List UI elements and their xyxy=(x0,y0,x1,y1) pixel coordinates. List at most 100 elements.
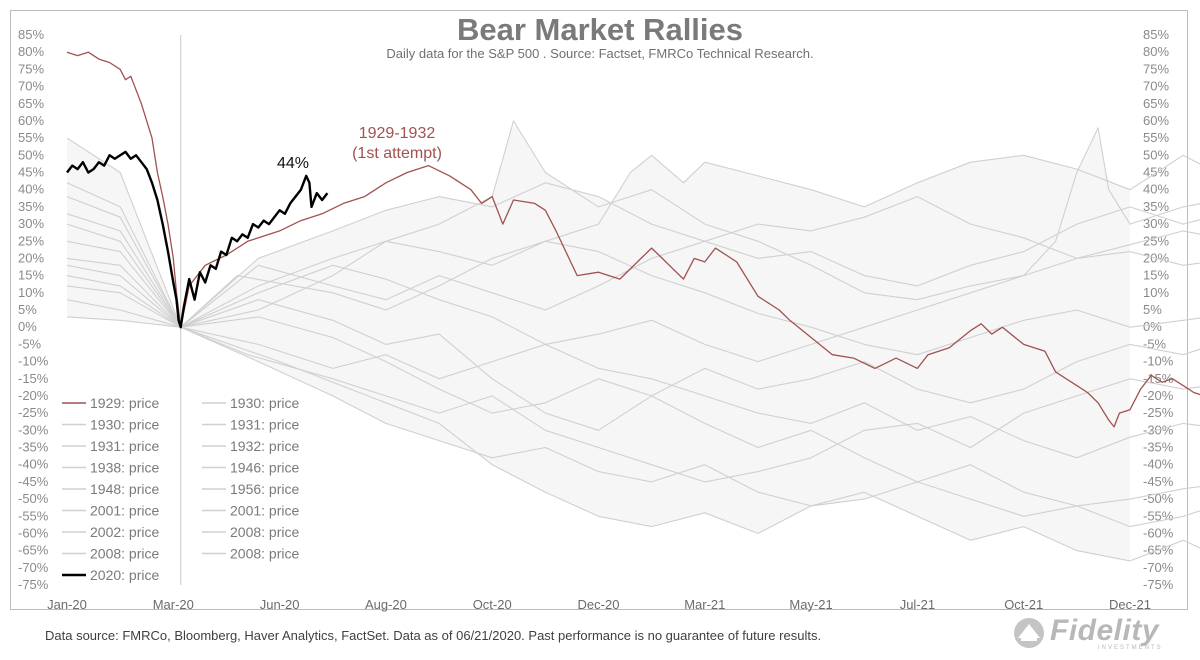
legend-label: 2002: price xyxy=(90,524,159,540)
y-tick-label-right: 65% xyxy=(1143,96,1169,111)
y-tick-label-left: -50% xyxy=(18,491,49,506)
y-tick-label-right: 35% xyxy=(1143,199,1169,214)
legend-label: 1929: price xyxy=(90,395,159,411)
y-tick-label-right: -45% xyxy=(1143,474,1174,489)
annotation-44pct: 44% xyxy=(277,155,309,172)
x-tick-label: Aug-20 xyxy=(365,597,407,612)
fidelity-logo-icon xyxy=(1014,618,1044,648)
y-tick-label-left: 15% xyxy=(18,268,44,283)
annotation-first-attempt: (1st attempt) xyxy=(352,145,442,162)
y-tick-label-right: 40% xyxy=(1143,182,1169,197)
y-tick-label-left: 65% xyxy=(18,96,44,111)
y-tick-label-right: -15% xyxy=(1143,371,1174,386)
y-tick-label-left: 35% xyxy=(18,199,44,214)
y-tick-label-left: 45% xyxy=(18,165,44,180)
x-tick-label: Oct-20 xyxy=(473,597,512,612)
x-tick-label: May-21 xyxy=(789,597,832,612)
chart-title: Bear Market Rallies xyxy=(456,12,744,47)
y-tick-label-left: 50% xyxy=(18,147,44,162)
footnote: Data source: FMRCo, Bloomberg, Haver Ana… xyxy=(45,628,822,643)
series-line-other xyxy=(66,182,1200,328)
y-tick-label-left: 0% xyxy=(18,319,37,334)
series-line-other xyxy=(66,196,1200,328)
legend-label: 2008: price xyxy=(90,546,159,562)
y-tick-label-right: 85% xyxy=(1143,27,1169,42)
y-tick-label-left: -60% xyxy=(18,525,49,540)
series-line-other xyxy=(66,251,1200,363)
y-tick-label-right: 30% xyxy=(1143,216,1169,231)
series-line-1929 xyxy=(66,51,1200,428)
legend-label: 1930: price xyxy=(230,395,299,411)
legend-label: 1930: price xyxy=(90,417,159,433)
y-tick-label-left: -35% xyxy=(18,440,49,455)
legend-label: 1931: price xyxy=(230,417,299,433)
y-tick-label-left: 10% xyxy=(18,285,44,300)
y-tick-label-left: 60% xyxy=(18,113,44,128)
y-tick-label-left: 55% xyxy=(18,130,44,145)
y-tick-label-left: 5% xyxy=(18,302,37,317)
legend-label: 1932: price xyxy=(230,438,299,454)
y-tick-label-right: -35% xyxy=(1143,440,1174,455)
legend-label: 2008: price xyxy=(230,524,299,540)
y-tick-label-right: -25% xyxy=(1143,405,1174,420)
x-tick-label: Mar-20 xyxy=(153,597,194,612)
x-tick-label: Oct-21 xyxy=(1004,597,1043,612)
y-tick-label-left: -55% xyxy=(18,508,49,523)
series-line-other xyxy=(66,240,1200,507)
x-tick-label: Jun-20 xyxy=(260,597,300,612)
y-tick-label-right: -75% xyxy=(1143,577,1174,592)
x-tick-label: Dec-20 xyxy=(578,597,620,612)
range-band xyxy=(67,125,1130,561)
y-tick-label-left: 30% xyxy=(18,216,44,231)
y-tick-label-left: -40% xyxy=(18,457,49,472)
y-tick-label-left: -25% xyxy=(18,405,49,420)
series-line-other xyxy=(66,285,1200,562)
legend-label: 2020: price xyxy=(90,567,159,583)
y-tick-label-left: -65% xyxy=(18,543,49,558)
y-tick-label-right: -40% xyxy=(1143,457,1174,472)
y-tick-label-right: -20% xyxy=(1143,388,1174,403)
y-tick-label-left: -45% xyxy=(18,474,49,489)
y-tick-label-left: 80% xyxy=(18,44,44,59)
series-line-other xyxy=(66,154,1200,328)
series-line-2020 xyxy=(66,150,329,329)
legend-label: 1931: price xyxy=(90,438,159,454)
y-tick-label-right: 50% xyxy=(1143,147,1169,162)
logo-subtext: INVESTMENTS xyxy=(1098,645,1163,651)
y-tick-label-right: -60% xyxy=(1143,525,1174,540)
legend-label: 2001: price xyxy=(230,503,299,519)
series-line-other xyxy=(66,182,1200,356)
y-tick-label-right: 0% xyxy=(1143,319,1162,334)
y-tick-label-right: 80% xyxy=(1143,44,1169,59)
fidelity-logo: Fidelity INVESTMENTS xyxy=(1012,612,1182,656)
y-tick-label-left: 85% xyxy=(18,27,44,42)
series-line-other xyxy=(66,275,1200,459)
y-tick-label-left: 40% xyxy=(18,182,44,197)
y-tick-label-left: 70% xyxy=(18,79,44,94)
y-tick-label-left: -10% xyxy=(18,354,49,369)
y-tick-label-left: 20% xyxy=(18,250,44,265)
series-line-other xyxy=(66,264,1200,414)
y-tick-label-right: 5% xyxy=(1143,302,1162,317)
legend-label: 1938: price xyxy=(90,460,159,476)
x-tick-label: Jan-20 xyxy=(47,597,87,612)
y-tick-label-left: -75% xyxy=(18,577,49,592)
annotation-1929-1932: 1929-1932 xyxy=(359,125,436,142)
legend-label: 2008: price xyxy=(230,546,299,562)
y-tick-label-left: 25% xyxy=(18,233,44,248)
series-line-other xyxy=(66,316,1200,528)
y-tick-label-left: -5% xyxy=(18,336,42,351)
legend-label: 1956: price xyxy=(230,481,299,497)
y-tick-label-left: -20% xyxy=(18,388,49,403)
y-tick-label-left: -70% xyxy=(18,560,49,575)
legend-label: 1948: price xyxy=(90,481,159,497)
y-tick-label-right: 55% xyxy=(1143,130,1169,145)
y-tick-label-right: 15% xyxy=(1143,268,1169,283)
chart-frame xyxy=(10,10,1188,610)
y-tick-label-left: 75% xyxy=(18,61,44,76)
x-tick-label: Mar-21 xyxy=(684,597,725,612)
y-tick-label-right: -10% xyxy=(1143,354,1174,369)
x-tick-label: Dec-21 xyxy=(1109,597,1151,612)
logo-wordmark: Fidelity xyxy=(1050,614,1160,647)
